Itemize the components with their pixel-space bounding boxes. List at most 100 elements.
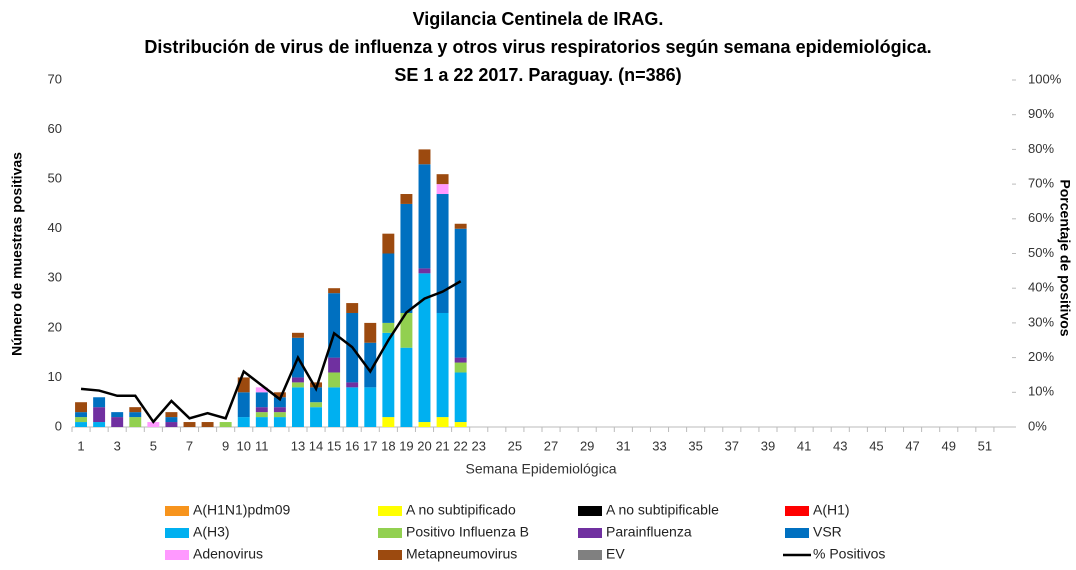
- x-tick-label: 14: [309, 438, 323, 453]
- x-tick-label: 9: [222, 438, 229, 453]
- x-tick-label: 23: [471, 438, 485, 453]
- legend-label: A no subtipificado: [406, 502, 516, 518]
- x-tick-label: 35: [688, 438, 702, 453]
- bar-segment: [111, 417, 124, 427]
- x-tick-label: 20: [417, 438, 431, 453]
- y2-tick-label: 40%: [1028, 280, 1054, 295]
- bar-segment: [328, 372, 341, 388]
- y-tick-label: 10: [48, 369, 62, 384]
- legend-label: Metapneumovirus: [406, 546, 517, 562]
- legend-swatch: [378, 528, 402, 538]
- x-tick-label: 16: [345, 438, 359, 453]
- bar-segment: [273, 417, 286, 427]
- line-series: [80, 280, 462, 424]
- bar-segment: [75, 402, 88, 413]
- x-tick-label: 47: [905, 438, 919, 453]
- legend-swatch: [378, 550, 402, 560]
- bar-segment: [400, 312, 413, 348]
- x-tick-label: 1: [77, 438, 84, 453]
- bar-segment: [454, 372, 467, 423]
- legend-swatch: [378, 506, 402, 516]
- bar-segment: [454, 422, 467, 427]
- bar-segment: [400, 194, 413, 204]
- x-tick-label: 25: [508, 438, 522, 453]
- y2-tick-label: 70%: [1028, 176, 1054, 191]
- bar-segment: [165, 417, 178, 423]
- y2-tick-label: 90%: [1028, 106, 1054, 121]
- bar-segment: [364, 387, 377, 427]
- bar-segment: [183, 422, 196, 427]
- x-tick-label: 18: [381, 438, 395, 453]
- legend-label: Parainfluenza: [606, 524, 692, 540]
- x-tick-label: 19: [399, 438, 413, 453]
- bar-segment: [436, 417, 449, 427]
- y2-tick-label: 20%: [1028, 349, 1054, 364]
- x-tick-label: 45: [869, 438, 883, 453]
- bar-segment: [328, 387, 341, 427]
- chart-title: Vigilancia Centinela de IRAG.: [413, 9, 664, 29]
- y2-tick-label: 60%: [1028, 210, 1054, 225]
- bar-segment: [147, 422, 160, 427]
- bar-segment: [237, 392, 250, 418]
- bar-segment: [436, 174, 449, 185]
- bar-segment: [310, 402, 323, 408]
- legend-swatch: [578, 550, 602, 560]
- bar-segment: [418, 268, 431, 274]
- bar-segment: [328, 357, 341, 373]
- bar-segment: [165, 422, 178, 427]
- bar-segment: [219, 422, 232, 427]
- bar-segment: [75, 412, 88, 418]
- legend-swatch: [165, 506, 189, 516]
- bar-segment: [400, 347, 413, 427]
- legend-label: A(H1N1)pdm09: [193, 502, 290, 518]
- bar-segment: [75, 417, 88, 423]
- y-tick-label: 30: [48, 270, 62, 285]
- bar-segment: [129, 407, 142, 413]
- x-tick-label: 7: [186, 438, 193, 453]
- x-tick-label: 10: [236, 438, 250, 453]
- bar-segment: [382, 253, 395, 323]
- chart-title: Distribución de virus de influenza y otr…: [144, 37, 931, 57]
- x-tick-label: 43: [833, 438, 847, 453]
- y2-axis-title: Porcentaje de positivos: [1057, 179, 1073, 336]
- x-tick-label: 17: [363, 438, 377, 453]
- y2-tick-label: 10%: [1028, 384, 1054, 399]
- x-tick-label: 51: [978, 438, 992, 453]
- bar-segment: [255, 417, 268, 427]
- bar-segment: [93, 407, 106, 423]
- legend-label: A no subtipificable: [606, 502, 719, 518]
- bar-segment: [165, 412, 178, 418]
- bar-segment: [436, 312, 449, 418]
- y2-tick-label: 100%: [1028, 71, 1062, 86]
- bar-segment: [418, 149, 431, 165]
- bar-segment: [111, 412, 124, 418]
- x-tick-label: 13: [291, 438, 305, 453]
- x-tick-label: 27: [544, 438, 558, 453]
- bar-segment: [255, 412, 268, 418]
- bar-segment: [400, 203, 413, 313]
- legend-swatch: [785, 506, 809, 516]
- x-tick-label: 37: [725, 438, 739, 453]
- bar-segment: [436, 184, 449, 195]
- bar-segment: [364, 322, 377, 343]
- legend-label: Adenovirus: [193, 546, 263, 562]
- y2-tick-label: 50%: [1028, 245, 1054, 260]
- y-tick-label: 50: [48, 171, 62, 186]
- bar-segment: [382, 233, 395, 254]
- bar-segment: [273, 392, 286, 398]
- bar-segment: [382, 417, 395, 427]
- bar-segment: [454, 357, 467, 363]
- x-tick-label: 22: [453, 438, 467, 453]
- bar-segment: [454, 228, 467, 358]
- bar-segment: [418, 273, 431, 423]
- bar-segment: [382, 322, 395, 333]
- legend-label: % Positivos: [813, 546, 885, 562]
- chart-title: SE 1 a 22 2017. Paraguay. (n=386): [394, 65, 681, 85]
- bar-segment: [291, 377, 304, 383]
- y-tick-label: 60: [48, 121, 62, 136]
- x-tick-label: 3: [114, 438, 121, 453]
- bar-segment: [129, 412, 142, 418]
- bar-segment: [273, 397, 286, 408]
- legend-label: VSR: [813, 524, 842, 540]
